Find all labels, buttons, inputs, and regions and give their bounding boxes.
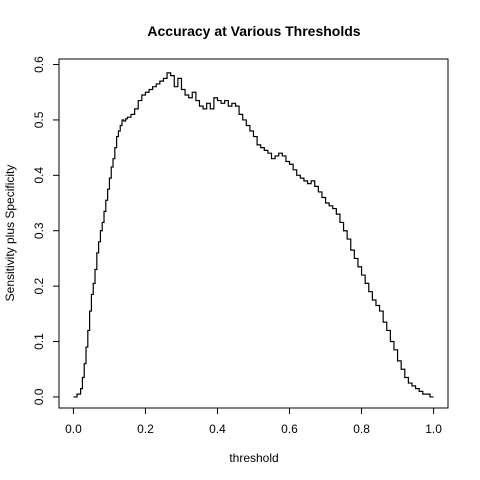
x-axis-label: threshold: [229, 451, 278, 465]
y-tick-label: 0.4: [32, 167, 46, 184]
x-tick-label: 0.6: [281, 422, 298, 436]
y-tick-label: 0.6: [32, 56, 46, 73]
x-tick-label: 0.2: [137, 422, 154, 436]
x-tick-label: 0.4: [209, 422, 226, 436]
x-axis: 0.0 0.2 0.4 0.6 0.8 1.0: [65, 407, 442, 436]
y-tick-label: 0.2: [32, 277, 46, 294]
x-tick-label: 1.0: [425, 422, 442, 436]
y-tick-label: 0.0: [32, 388, 46, 405]
y-tick-label: 0.5: [32, 111, 46, 128]
x-tick-label: 0.8: [353, 422, 370, 436]
y-axis: 0.0 0.1 0.2 0.3 0.4 0.5 0.6: [32, 56, 60, 405]
x-tick-label: 0.0: [65, 422, 82, 436]
chart-title: Accuracy at Various Thresholds: [147, 23, 360, 39]
y-axis-label: Sensitivity plus Specificity: [3, 165, 17, 302]
series-line: [73, 72, 434, 398]
y-tick-label: 0.1: [32, 333, 46, 350]
y-tick-label: 0.3: [32, 222, 46, 239]
